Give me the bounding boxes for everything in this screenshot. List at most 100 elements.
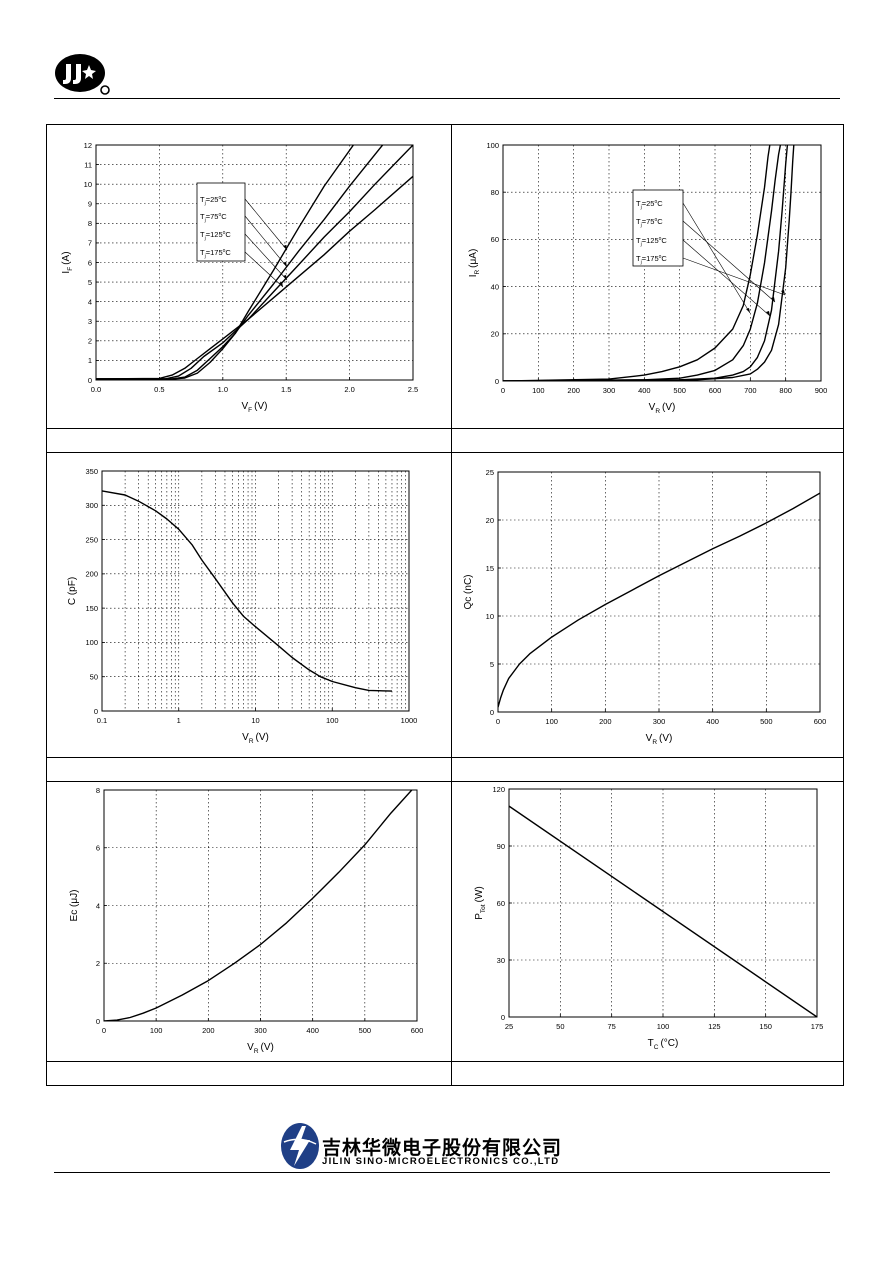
panel-divider-vertical [451, 124, 452, 1086]
x-tick-label: 900 [815, 386, 828, 395]
y-tick-label: 8 [96, 786, 100, 795]
legend-arrowhead [781, 290, 785, 295]
legend-entry: Tj=125oC [200, 230, 231, 242]
legend-pointer [244, 251, 284, 288]
series-line-4 [503, 145, 795, 381]
x-tick-label: 500 [673, 386, 686, 395]
y-tick-label: 5 [88, 278, 92, 287]
legend-arrowhead [746, 308, 750, 313]
x-tick-label: 300 [254, 1026, 267, 1035]
x-tick-label: 10 [251, 716, 259, 725]
x-tick-label: 1000 [401, 716, 418, 725]
x-tick-label: 400 [638, 386, 651, 395]
y-tick-label: 6 [96, 844, 100, 853]
y-tick-label: 30 [497, 956, 505, 965]
x-tick-label: 2.5 [408, 385, 418, 394]
y-tick-label: 0 [501, 1013, 505, 1022]
footer-divider [54, 1172, 830, 1173]
chart-grid-frame [46, 124, 844, 1086]
y-tick-label: 120 [492, 785, 505, 794]
x-axis-title: VF (V) [242, 401, 268, 414]
series-line-1 [104, 790, 413, 1021]
y-tick-label: 7 [88, 239, 92, 248]
y-tick-label: 5 [490, 660, 494, 669]
x-tick-label: 1.5 [281, 385, 291, 394]
company-name-chinese: 吉林华微电子股份有限公司 [322, 1137, 563, 1159]
x-tick-label: 100 [545, 717, 558, 726]
x-tick-label: 0 [496, 717, 500, 726]
y-axis-title: Qc (nC) [463, 575, 474, 610]
series-line-1 [503, 145, 771, 381]
y-tick-label: 60 [491, 235, 499, 244]
company-name-english: JILIN SINO-MICROELECTRONICS CO.,LTD [322, 1156, 560, 1167]
y-tick-label: 20 [486, 516, 494, 525]
x-tick-label: 600 [411, 1026, 424, 1035]
legend-pointer [244, 233, 288, 281]
legend-entry: Tj=25oC [636, 199, 663, 211]
y-tick-label: 6 [88, 258, 92, 267]
y-tick-label: 60 [497, 899, 505, 908]
series-line-1 [102, 490, 393, 692]
caption-row-divider-3 [46, 1061, 844, 1062]
x-tick-label: 100 [657, 1022, 670, 1031]
x-tick-label: 200 [599, 717, 612, 726]
y-tick-label: 80 [491, 188, 499, 197]
series-line-2 [503, 145, 782, 381]
jsc-logo-icon [55, 54, 110, 95]
y-tick-label: 200 [85, 570, 98, 579]
legend-box [196, 182, 246, 262]
plot-area-frame [502, 144, 822, 382]
x-tick-label: 400 [706, 717, 719, 726]
x-tick-label: 300 [653, 717, 666, 726]
legend-entry: Tj=175oC [200, 248, 231, 260]
y-tick-label: 300 [85, 501, 98, 510]
x-tick-label: 150 [759, 1022, 772, 1031]
x-axis-title: TC (°C) [648, 1038, 679, 1051]
x-tick-label: 200 [567, 386, 580, 395]
legend-arrowhead [283, 245, 287, 250]
legend-box [632, 189, 684, 267]
legend-entry: Tj=75oC [200, 212, 227, 224]
series-line-3 [96, 145, 413, 380]
y-tick-label: 350 [85, 467, 98, 476]
y-tick-label: 12 [84, 141, 92, 150]
x-tick-label: 1 [177, 716, 181, 725]
y-tick-label: 9 [88, 200, 92, 209]
y-tick-label: 4 [88, 297, 92, 306]
caption-row-divider-2b [46, 781, 844, 782]
series-line-1 [509, 805, 817, 1017]
legend-entry: Tj=25oC [200, 195, 227, 207]
series-line-2 [96, 145, 384, 380]
plot-area-frame [508, 788, 818, 1018]
x-tick-label: 0.5 [154, 385, 164, 394]
y-tick-label: 4 [96, 901, 100, 910]
x-tick-label: 700 [744, 386, 757, 395]
y-axis-title: PTot(W) [474, 886, 487, 919]
y-tick-label: 10 [84, 180, 92, 189]
legend-pointer [244, 198, 288, 251]
y-tick-label: 0 [490, 708, 494, 717]
legend-arrowhead [283, 262, 287, 267]
y-axis-title: Ec (μJ) [69, 890, 80, 922]
y-tick-label: 40 [491, 282, 499, 291]
x-tick-label: 800 [779, 386, 792, 395]
caption-row-divider-2a [46, 757, 844, 758]
y-tick-label: 90 [497, 842, 505, 851]
y-tick-label: 100 [85, 638, 98, 647]
legend-arrowhead [279, 282, 283, 287]
y-tick-label: 3 [88, 317, 92, 326]
y-tick-label: 8 [88, 219, 92, 228]
x-tick-label: 25 [505, 1022, 513, 1031]
header-divider [54, 98, 840, 99]
series-line-4 [96, 175, 413, 380]
y-tick-label: 0 [96, 1017, 100, 1026]
legend-arrowhead [766, 311, 770, 316]
x-tick-label: 0 [501, 386, 505, 395]
y-tick-label: 250 [85, 535, 98, 544]
legend-entry: Tj=75oC [636, 217, 663, 229]
x-tick-label: 200 [202, 1026, 215, 1035]
y-tick-label: 2 [88, 337, 92, 346]
